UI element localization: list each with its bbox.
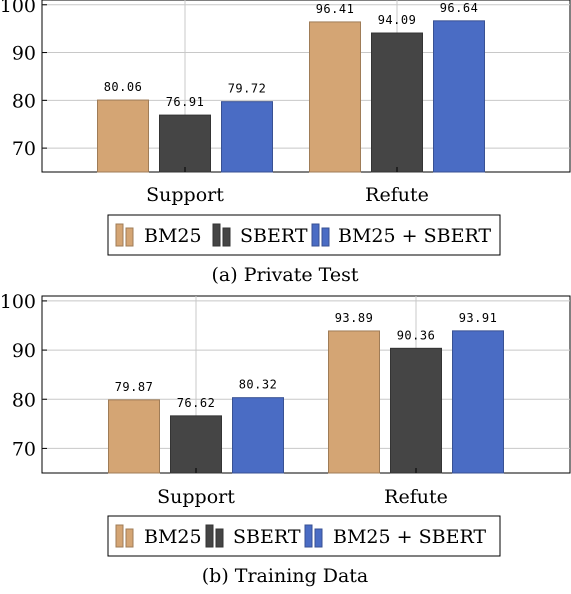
- y-tick-label: 100: [0, 0, 36, 17]
- legend-swatch: [311, 223, 320, 247]
- chart-panel-1: 70 80 90 100 80.06 76.91 79.72 Support 96.41 94.0…: [0, 0, 571, 286]
- legend-swatch: [125, 227, 134, 247]
- figure-caption: (a) Private Test: [212, 264, 359, 286]
- data-label: 79.72: [228, 82, 267, 96]
- legend-entry: SBERT: [240, 225, 308, 247]
- legend-box: [107, 515, 501, 557]
- bar-bm25-sbert-support: [232, 397, 284, 474]
- x-tick-label-refute: Refute: [384, 486, 448, 508]
- legend-entry: SBERT: [233, 526, 301, 548]
- legend-swatch: [125, 528, 134, 548]
- data-label: 80.32: [239, 378, 278, 392]
- bar-bm25-support: [97, 99, 149, 173]
- legend-entry: BM25: [144, 225, 202, 247]
- legend-entry: BM25 + SBERT: [333, 526, 486, 548]
- bar-sbert-support: [159, 114, 211, 173]
- data-label: 93.89: [335, 311, 374, 325]
- y-tick-label: 70: [12, 438, 36, 460]
- bar-sbert-refute: [371, 32, 423, 173]
- plot-frame: [41, 295, 571, 474]
- data-label: 90.36: [397, 328, 436, 342]
- legend: BM25 SBERT BM25 + SBERT: [107, 515, 501, 557]
- y-tick-label: 90: [12, 340, 36, 362]
- figure-caption: (b) Training Data: [202, 565, 368, 587]
- legend-swatch: [222, 227, 231, 247]
- x-tick-label-support: Support: [157, 486, 235, 508]
- plot-frame: [41, 0, 571, 173]
- x-tick-label-refute: Refute: [365, 184, 429, 206]
- legend-entry: BM25: [144, 526, 202, 548]
- data-label: 76.91: [166, 95, 205, 109]
- legend-swatch: [205, 524, 214, 548]
- data-label: 96.64: [440, 1, 479, 15]
- y-tick-label: 80: [12, 90, 36, 112]
- data-label: 80.06: [104, 80, 143, 94]
- data-label: 79.87: [115, 380, 154, 394]
- data-label: 76.62: [177, 396, 216, 410]
- legend-swatch: [314, 528, 323, 548]
- chart-panel-2: 70 80 90 100 79.87 76.62 80.32 Support 93.89 90.3…: [0, 291, 571, 587]
- legend-swatch: [304, 524, 313, 548]
- legend-box: [107, 214, 501, 256]
- y-tick-label: 90: [12, 43, 36, 65]
- bar-bm25-sbert-refute: [433, 20, 485, 173]
- data-label: 96.41: [316, 2, 355, 16]
- bar-sbert-support: [170, 415, 222, 474]
- bar-sbert-refute: [390, 347, 442, 474]
- bar-bm25-refute: [309, 21, 361, 173]
- x-tick-label-support: Support: [146, 184, 224, 206]
- legend-swatch: [115, 524, 124, 548]
- y-tick-label: 80: [12, 389, 36, 411]
- legend-swatch: [115, 223, 124, 247]
- legend: BM25 SBERT BM25 + SBERT: [107, 214, 501, 256]
- legend-swatch: [215, 528, 224, 548]
- bar-bm25-sbert-refute: [452, 330, 504, 474]
- data-label: 93.91: [459, 311, 498, 325]
- bar-bm25-support: [108, 399, 160, 474]
- y-tick-label: 100: [0, 291, 36, 313]
- bar-bm25-sbert-support: [221, 101, 273, 173]
- data-label: 94.09: [378, 13, 417, 27]
- bar-bm25-refute: [328, 330, 380, 474]
- y-tick-label: 70: [12, 138, 36, 160]
- legend-swatch: [321, 227, 330, 247]
- legend-swatch: [212, 223, 221, 247]
- legend-entry: BM25 + SBERT: [338, 225, 491, 247]
